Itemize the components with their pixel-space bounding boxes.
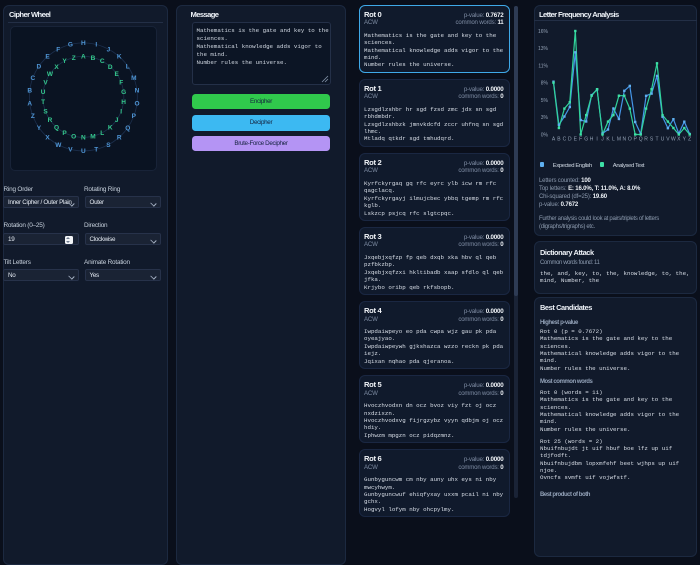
svg-text:H: H [81,40,86,47]
svg-text:Q: Q [54,124,59,131]
svg-text:J: J [107,46,111,53]
svg-text:Y: Y [683,137,687,143]
svg-text:R: R [48,117,53,124]
svg-text:Y: Y [62,58,67,65]
svg-text:K: K [117,53,122,60]
svg-text:E: E [45,53,50,60]
svg-text:F: F [56,46,60,53]
svg-text:M: M [617,137,621,143]
svg-text:W: W [671,137,676,143]
svg-text:D: D [37,63,42,70]
svg-text:X: X [45,134,50,141]
svg-text:13%: 13% [538,46,549,52]
svg-text:P: P [62,130,67,137]
svg-text:N: N [81,134,86,141]
svg-text:H: H [121,99,126,106]
svg-text:L: L [100,130,104,137]
svg-text:R: R [644,137,648,143]
svg-text:3%: 3% [541,115,549,121]
svg-text:K: K [606,137,610,143]
svg-text:O: O [628,137,632,143]
svg-text:V: V [68,146,73,153]
svg-text:D: D [108,63,113,70]
svg-text:Z: Z [72,54,76,61]
svg-text:U: U [41,89,46,96]
svg-text:P: P [634,137,638,143]
svg-text:L: L [612,137,615,143]
svg-text:R: R [117,134,122,141]
svg-text:L: L [126,63,130,70]
svg-text:O: O [134,100,139,107]
svg-text:H: H [590,137,594,143]
svg-text:W: W [55,141,62,148]
svg-text:J: J [115,117,119,124]
svg-text:M: M [131,75,136,82]
svg-text:V: V [43,79,48,86]
svg-text:O: O [71,133,76,140]
svg-text:U: U [81,148,86,155]
svg-text:B: B [91,54,96,61]
svg-text:E: E [115,71,120,78]
svg-text:M: M [90,133,95,140]
svg-text:T: T [41,99,45,106]
svg-text:Z: Z [688,137,691,143]
svg-text:S: S [650,137,654,143]
svg-text:8%: 8% [541,81,549,87]
svg-text:16%: 16% [538,29,549,35]
svg-text:S: S [43,108,48,115]
svg-text:C: C [100,58,105,65]
svg-text:T: T [94,146,98,153]
svg-text:I: I [120,108,122,115]
svg-text:N: N [622,137,626,143]
svg-text:E: E [574,137,578,143]
svg-text:N: N [135,87,140,94]
svg-text:K: K [108,124,113,131]
svg-text:V: V [666,137,670,143]
svg-text:A: A [27,100,32,107]
svg-text:A: A [81,53,86,60]
svg-text:Q: Q [125,124,130,131]
svg-text:J: J [601,137,604,143]
svg-text:I: I [95,41,97,48]
svg-text:W: W [47,71,54,78]
svg-text:T: T [655,137,658,143]
svg-text:G: G [121,89,126,96]
svg-text:B: B [27,87,32,94]
svg-text:X: X [677,137,681,143]
svg-text:Y: Y [37,124,42,131]
svg-text:G: G [584,137,588,143]
svg-text:F: F [119,79,123,86]
svg-text:D: D [568,137,572,143]
svg-text:P: P [132,113,137,120]
svg-text:A: A [552,137,556,143]
svg-text:F: F [579,137,582,143]
svg-text:S: S [106,141,111,148]
svg-text:U: U [661,137,665,143]
svg-text:B: B [557,137,561,143]
svg-text:0%: 0% [541,132,549,138]
svg-text:X: X [54,63,59,70]
svg-text:C: C [563,137,567,143]
svg-text:5%: 5% [541,98,549,104]
svg-text:I: I [596,137,597,143]
svg-text:C: C [31,75,36,82]
svg-text:Z: Z [31,113,35,120]
svg-text:11%: 11% [538,63,548,69]
svg-text:G: G [68,41,73,48]
svg-text:Q: Q [639,137,643,143]
